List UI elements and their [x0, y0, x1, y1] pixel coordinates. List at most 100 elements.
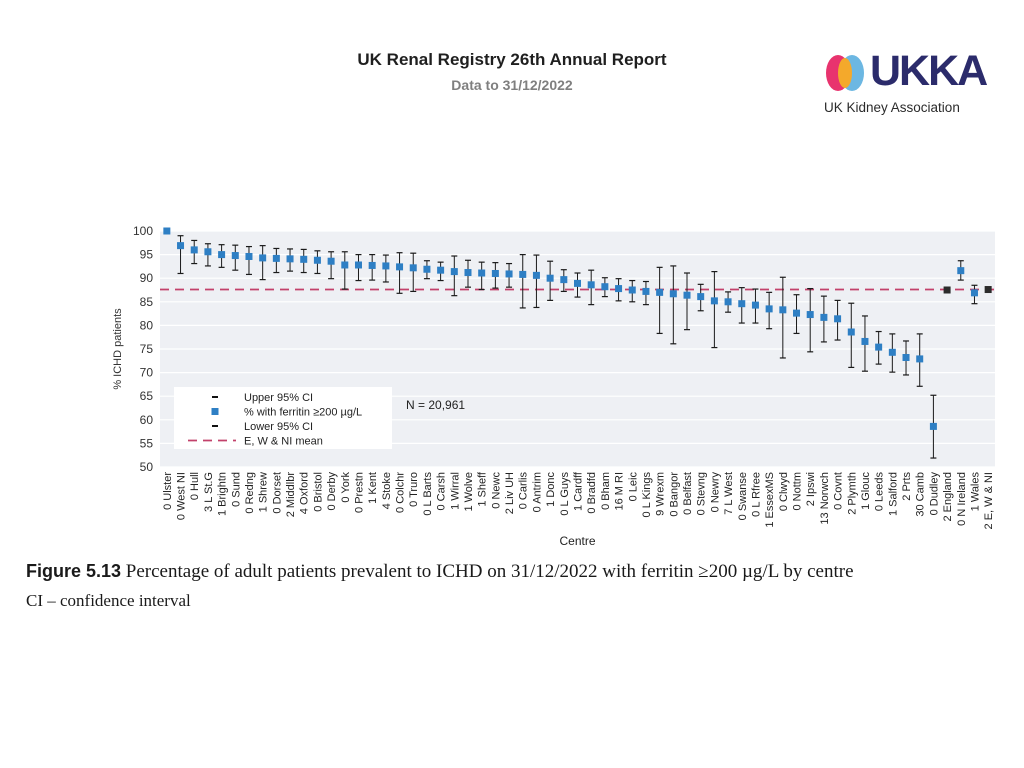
x-tick-label: 0 West NI: [176, 472, 188, 520]
x-tick-label: 0 L Rfree: [750, 472, 762, 517]
x-tick-label: 4 Stoke: [381, 472, 393, 509]
x-tick-label: 1 Brightn: [217, 472, 229, 516]
x-tick-label: 0 Bangor: [668, 472, 680, 517]
ukka-logo: UKKA UK Kidney Association: [822, 47, 997, 120]
x-tick-label: 7 L West: [723, 472, 735, 515]
report-title: UK Renal Registry 26th Annual Report: [357, 50, 667, 69]
y-tick-label: 60: [140, 413, 154, 427]
data-point: [532, 271, 540, 279]
x-tick-label: 0 Colchr: [395, 472, 407, 513]
x-tick-label: 0 Ulster: [162, 472, 174, 510]
report-subtitle: Data to 31/12/2022: [451, 77, 573, 93]
data-point: [642, 287, 650, 295]
x-tick-label: 16 M RI: [614, 472, 626, 511]
data-point: [902, 353, 910, 361]
x-tick-label: 1 Kent: [367, 472, 379, 504]
data-point: [245, 252, 253, 260]
data-point: [341, 261, 349, 269]
data-point: [710, 297, 718, 305]
figure-caption: Figure 5.13 Percentage of adult patients…: [26, 561, 1006, 583]
x-tick-label: 2 Ipswi: [805, 472, 817, 506]
x-tick-label: 0 Belfast: [682, 472, 694, 515]
x-tick-label: 3 L St.G: [203, 472, 215, 512]
logo-tagline: UK Kidney Association: [824, 100, 960, 115]
data-point: [875, 343, 883, 351]
x-tick-label: 1 Sheff: [477, 471, 489, 507]
kidney-logo-icon: [826, 55, 864, 91]
data-point: [327, 257, 335, 265]
x-tick-label: 0 Newry: [709, 472, 721, 513]
n-count-label: N = 20,961: [406, 398, 465, 412]
x-tick-label: 1 Wirral: [449, 472, 461, 510]
data-point: [409, 264, 417, 272]
data-point: [970, 289, 978, 297]
x-tick-label: 0 Clwyd: [778, 472, 790, 511]
data-point: [751, 301, 759, 309]
data-point: [615, 285, 623, 293]
x-tick-label: 0 Carsh: [436, 472, 448, 511]
legend-label-mean: E, W & NI mean: [244, 436, 323, 448]
data-point: [354, 261, 362, 269]
data-point: [382, 262, 390, 270]
data-point: [724, 298, 732, 306]
data-point: [177, 242, 185, 250]
data-point: [738, 300, 746, 308]
data-point: [491, 269, 499, 277]
data-point: [313, 256, 321, 264]
data-point: [834, 315, 842, 323]
data-point: [916, 355, 924, 363]
data-point: [259, 254, 267, 262]
data-point: [437, 266, 445, 274]
x-tick-label: 0 Bradfd: [586, 472, 598, 514]
x-tick-label: 0 Stevng: [696, 472, 708, 515]
y-axis-label: % ICHD patients: [112, 308, 124, 390]
x-tick-label: 0 L Kings: [641, 472, 653, 518]
x-tick-label: 0 Carlis: [518, 472, 530, 510]
data-point: [847, 328, 855, 336]
y-tick-label: 85: [140, 295, 154, 309]
data-point: [929, 422, 937, 430]
data-point: [546, 274, 554, 282]
data-point: [656, 288, 664, 296]
figure-caption-text: Percentage of adult patients prevalent t…: [125, 561, 854, 582]
x-tick-label: 1 EssexMS: [764, 472, 776, 528]
data-point: [793, 309, 801, 317]
data-point: [505, 270, 513, 278]
logo-wordmark: UKKA: [870, 47, 988, 95]
data-point: [820, 313, 828, 321]
x-tick-label: 2 England: [942, 472, 954, 522]
x-tick-label: 0 L Barts: [422, 472, 434, 516]
legend-label-upper: Upper 95% CI: [244, 392, 313, 404]
y-tick-label: 55: [140, 436, 154, 450]
data-point: [683, 291, 691, 299]
data-point: [163, 227, 171, 235]
data-point: [423, 265, 431, 273]
data-point: [272, 254, 280, 262]
y-tick-label: 50: [140, 460, 154, 474]
x-tick-label: 30 Camb: [915, 472, 927, 517]
data-point: [519, 270, 527, 278]
x-tick-label: 0 Leic: [627, 472, 639, 502]
x-tick-label: 0 Covnt: [833, 472, 845, 510]
data-point: [628, 286, 636, 294]
figure-label: Figure 5.13: [26, 561, 122, 581]
data-point: [560, 276, 568, 284]
x-tick-label: 4 Oxford: [299, 472, 311, 514]
x-tick-label: 0 L Guys: [559, 472, 571, 516]
legend-box: [174, 387, 392, 449]
data-point: [587, 281, 595, 289]
x-tick-label: 1 Glouc: [860, 472, 872, 510]
data-point: [464, 269, 472, 277]
data-point: [368, 261, 376, 269]
x-tick-label: 0 Dudley: [928, 472, 940, 516]
legend-point-marker: [211, 408, 219, 415]
x-tick-label: 0 Sund: [230, 472, 242, 507]
data-point: [450, 268, 458, 276]
data-point: [697, 293, 705, 301]
x-tick-label: 0 Antrim: [531, 472, 543, 512]
x-tick-label: 0 Bristol: [312, 472, 324, 512]
x-tick-label: 2 Liv UH: [504, 472, 516, 514]
x-tick-label: 9 Wrexm: [655, 472, 667, 516]
x-tick-label: 1 Cardff: [573, 471, 585, 511]
x-tick-label: 0 Truro: [408, 472, 420, 507]
